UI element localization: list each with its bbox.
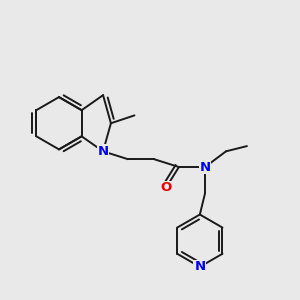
Text: N: N — [98, 145, 109, 158]
Text: N: N — [194, 260, 206, 273]
Text: N: N — [200, 160, 211, 173]
Text: O: O — [160, 182, 172, 194]
